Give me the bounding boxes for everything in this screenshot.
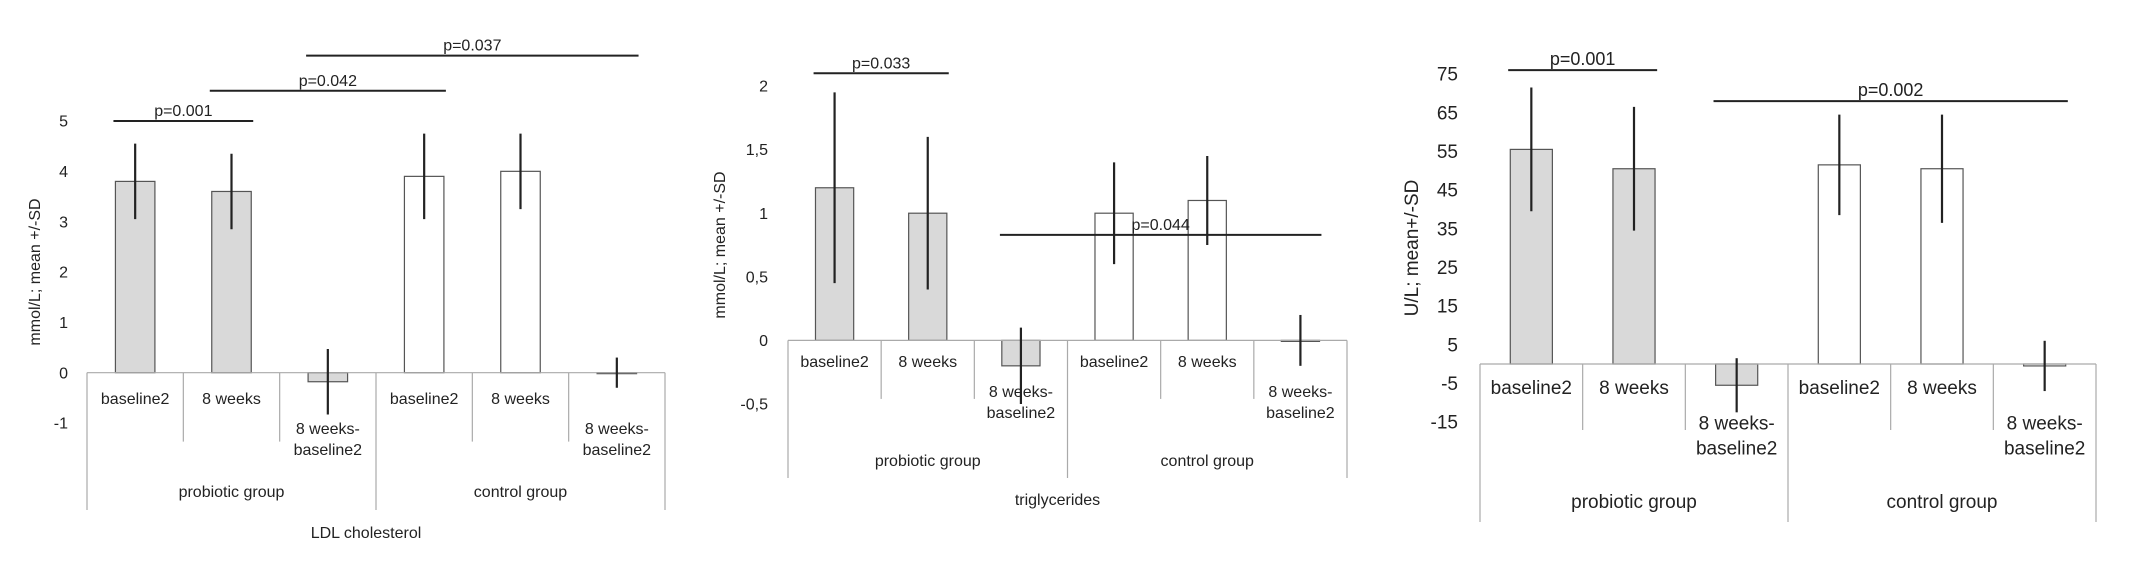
group-label: control group [474,484,567,501]
chart-1: -1 0 1 2 3 4 5 mmol/L; mean +/-SD baseline2 8 wee… [27,38,666,542]
x-category-label: 8 weeks- [585,421,649,438]
y-tick-label: 1 [759,206,768,223]
x-category-label: 8 weeks [202,391,261,408]
chart-3: -15 -5 5 15 25 35 45 55 65 75 U/L; mean+/-SD baseli… [1402,49,2097,522]
x-category-label: 8 weeks- [989,384,1053,401]
chart-title: LDL cholesterol [311,525,422,542]
x-category-label: baseline2 [390,391,459,408]
y-tick-label: 5 [59,114,68,131]
y-tick-label: 0 [759,333,768,350]
x-category-label: 8 weeks [898,354,957,371]
x-category-label: baseline2 [1491,378,1572,399]
y-axis-label: U/L; mean+/-SD [1402,180,1423,317]
y-tick-label: 25 [1437,258,1458,279]
p-value-label: p=0.033 [852,55,910,72]
p-value-label: p=0.002 [1858,80,1924,100]
p-value-label: p=0.001 [1550,49,1616,69]
y-tick-label: 75 [1437,65,1458,86]
group-label: probiotic group [875,453,981,470]
p-value-label: p=0.001 [154,103,212,120]
p-value-label: p=0.042 [299,73,357,90]
x-category-label: baseline2 [2004,438,2085,459]
x-category-label: baseline2 [1696,438,1777,459]
x-category-label: baseline2 [1799,378,1880,399]
x-category-label: 8 weeks- [2007,414,2083,435]
y-tick-label: 2 [59,265,68,282]
x-category-label: 8 weeks [1907,378,1977,399]
y-tick-label: 55 [1437,142,1458,163]
x-category-label: 8 weeks [1599,378,1669,399]
y-tick-label: -15 [1431,413,1458,434]
group-label: probiotic group [1571,492,1697,513]
x-category-label: baseline2 [101,391,170,408]
y-tick-label: -0,5 [740,397,768,414]
p-value-label: p=0.044 [1132,217,1190,234]
group-label: control group [1161,453,1254,470]
y-tick-label: 5 [1447,335,1458,356]
y-tick-label: 45 [1437,181,1458,202]
y-tick-label: 3 [59,214,68,231]
group-label: control group [1887,492,1998,513]
y-axis-label: mmol/L; mean +/-SD [712,171,729,318]
group-label: probiotic group [179,484,285,501]
x-category-label: 8 weeks- [1268,384,1332,401]
y-tick-label: 1,5 [746,142,768,159]
y-tick-label: -5 [1441,374,1458,395]
y-tick-label: 15 [1437,297,1458,318]
x-category-label: 8 weeks [1178,354,1237,371]
x-category-label: baseline2 [1080,354,1149,371]
x-category-label: baseline2 [583,442,652,459]
y-tick-label: -1 [54,416,68,433]
x-category-label: baseline2 [294,442,363,459]
y-tick-label: 0 [59,365,68,382]
x-category-label: baseline2 [1266,405,1335,422]
y-tick-label: 2 [759,79,768,96]
y-tick-label: 35 [1437,219,1458,240]
x-category-label: 8 weeks- [296,421,360,438]
y-tick-label: 0,5 [746,269,768,286]
x-category-label: 8 weeks- [1699,414,1775,435]
x-category-label: 8 weeks [491,391,550,408]
p-value-label: p=0.037 [443,38,501,55]
y-tick-label: 65 [1437,103,1458,124]
y-axis-label: mmol/L; mean +/-SD [27,198,44,345]
chart-title: triglycerides [1015,492,1100,509]
y-tick-label: 1 [59,315,68,332]
chart-2: -0,5 0 0,5 1 1,5 2 mmol/L; mean +/-SD baseline2… [712,55,1348,509]
y-tick-label: 4 [59,164,68,181]
x-category-label: baseline2 [987,405,1056,422]
x-category-label: baseline2 [800,354,869,371]
